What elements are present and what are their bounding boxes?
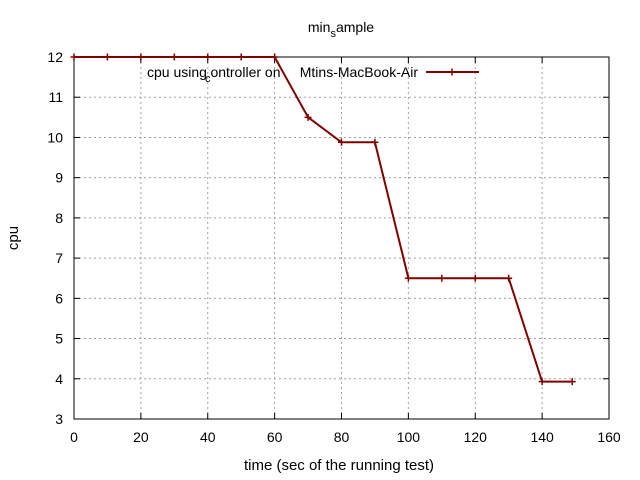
- data-point-marker: [70, 53, 78, 61]
- data-point-marker: [371, 138, 379, 146]
- data-point-marker: [471, 274, 479, 282]
- x-tick-label: 20: [133, 429, 149, 445]
- legend-label: cpu usingcontroller on: [147, 64, 280, 85]
- y-tick-label: 10: [47, 129, 63, 145]
- data-point-marker: [568, 378, 576, 386]
- x-tick-label: 100: [397, 429, 421, 445]
- y-tick-label: 6: [55, 290, 63, 306]
- y-tick-label: 3: [55, 411, 63, 427]
- data-point-marker: [103, 53, 111, 61]
- y-tick-label: 4: [55, 371, 63, 387]
- data-point-marker: [338, 138, 345, 146]
- series-line: [74, 56, 573, 383]
- legend-marker: [448, 68, 456, 76]
- data-point-marker: [304, 113, 312, 121]
- x-tick-label: 40: [200, 429, 216, 445]
- y-tick-label: 12: [47, 49, 63, 65]
- data-point-marker: [438, 274, 446, 282]
- data-point-marker: [271, 53, 279, 61]
- axis-ticks: [73, 56, 610, 420]
- series-layer: [70, 53, 576, 386]
- legend: cpu usingcontroller on Mtins-MacBook-Air: [147, 64, 479, 85]
- x-tick-label: 140: [530, 429, 554, 445]
- data-point-marker: [404, 274, 412, 282]
- y-tick-label: 9: [55, 170, 63, 186]
- grid-lines: [74, 57, 609, 419]
- x-tick-label: 160: [597, 429, 621, 445]
- data-point-marker: [538, 378, 546, 386]
- legend-host-label: Mtins-MacBook-Air: [300, 64, 419, 80]
- data-point-marker: [170, 53, 178, 61]
- y-tick-label: 7: [55, 250, 63, 266]
- data-point-marker: [204, 53, 212, 61]
- data-point-marker: [505, 274, 513, 282]
- x-tick-label: 120: [464, 429, 488, 445]
- x-axis-title: time (sec of the running test): [244, 457, 434, 474]
- chart-title: minsample: [308, 19, 374, 40]
- data-point-marker: [237, 53, 245, 61]
- y-axis-title: cpu: [5, 226, 22, 250]
- x-tick-label: 80: [334, 429, 350, 445]
- x-tick-label: 0: [70, 429, 78, 445]
- y-tick-label: 5: [55, 331, 63, 347]
- data-point-marker: [137, 53, 145, 61]
- y-tick-label: 8: [55, 210, 63, 226]
- y-tick-label: 11: [48, 89, 63, 105]
- x-tick-label: 60: [267, 429, 283, 445]
